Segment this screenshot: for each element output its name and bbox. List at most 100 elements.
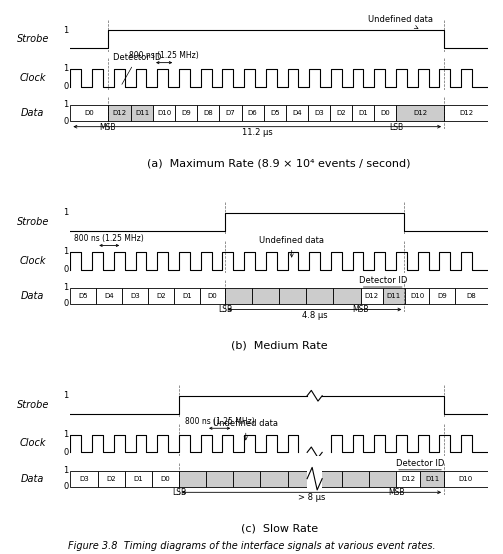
Text: 0: 0 bbox=[63, 116, 68, 126]
Text: Strobe: Strobe bbox=[17, 34, 49, 44]
Text: Data: Data bbox=[21, 474, 45, 484]
Text: D12: D12 bbox=[401, 476, 415, 481]
Bar bbox=[148, 288, 174, 304]
Bar bbox=[122, 288, 148, 304]
Bar bbox=[233, 471, 261, 487]
Bar bbox=[197, 105, 219, 121]
Bar bbox=[342, 471, 369, 487]
Bar bbox=[153, 105, 175, 121]
Bar bbox=[200, 288, 225, 304]
Text: LSB: LSB bbox=[389, 122, 403, 132]
Text: (a)  Maximum Rate (8.9 × 10⁴ events / second): (a) Maximum Rate (8.9 × 10⁴ events / sec… bbox=[147, 158, 411, 168]
Bar bbox=[315, 471, 342, 487]
Bar bbox=[225, 288, 252, 304]
Bar bbox=[306, 288, 333, 304]
Text: D12: D12 bbox=[413, 110, 428, 116]
Text: D3: D3 bbox=[314, 110, 324, 116]
Bar bbox=[241, 105, 264, 121]
Bar bbox=[444, 471, 488, 487]
Text: D2: D2 bbox=[106, 476, 116, 481]
Text: D4: D4 bbox=[105, 293, 114, 299]
Bar bbox=[252, 288, 279, 304]
Text: Clock: Clock bbox=[20, 438, 46, 448]
Text: 0: 0 bbox=[63, 299, 68, 309]
Bar bbox=[430, 288, 455, 304]
Text: D10: D10 bbox=[459, 476, 473, 481]
Bar bbox=[333, 288, 361, 304]
Text: (b)  Medium Rate: (b) Medium Rate bbox=[231, 341, 327, 351]
Text: D1: D1 bbox=[182, 293, 192, 299]
Text: D0: D0 bbox=[160, 476, 171, 481]
Text: D0: D0 bbox=[381, 110, 390, 116]
Text: LSB: LSB bbox=[172, 488, 186, 497]
Bar bbox=[70, 105, 108, 121]
Text: (c)  Slow Rate: (c) Slow Rate bbox=[240, 524, 318, 534]
Bar bbox=[288, 471, 315, 487]
Text: D2: D2 bbox=[337, 110, 346, 116]
Text: Undefined data: Undefined data bbox=[259, 236, 324, 257]
Text: D1: D1 bbox=[359, 110, 368, 116]
Text: 1: 1 bbox=[63, 391, 68, 400]
Bar bbox=[308, 105, 330, 121]
Text: D11: D11 bbox=[135, 110, 149, 116]
Text: 0: 0 bbox=[63, 82, 68, 91]
Text: Data: Data bbox=[21, 291, 45, 301]
Bar bbox=[352, 105, 374, 121]
Text: 800 ns (1.25 MHz): 800 ns (1.25 MHz) bbox=[74, 234, 144, 243]
Bar bbox=[131, 105, 153, 121]
Text: D9: D9 bbox=[437, 293, 447, 299]
Bar bbox=[396, 105, 444, 121]
Text: Strobe: Strobe bbox=[17, 217, 49, 227]
Text: Clock: Clock bbox=[20, 255, 46, 265]
Bar bbox=[261, 471, 288, 487]
Text: 800 ns (1.25 MHz): 800 ns (1.25 MHz) bbox=[185, 417, 255, 426]
Bar bbox=[70, 288, 96, 304]
Text: > 8 μs: > 8 μs bbox=[298, 494, 325, 502]
Bar bbox=[152, 471, 179, 487]
Bar bbox=[179, 471, 206, 487]
Text: 1: 1 bbox=[63, 25, 68, 34]
Text: 1: 1 bbox=[63, 283, 68, 293]
Text: 1: 1 bbox=[63, 430, 68, 439]
Text: 1: 1 bbox=[63, 466, 68, 475]
Bar bbox=[396, 471, 421, 487]
Text: Data: Data bbox=[21, 108, 45, 118]
Text: D0: D0 bbox=[208, 293, 217, 299]
Text: D11: D11 bbox=[425, 476, 439, 481]
Bar bbox=[405, 288, 430, 304]
Text: D7: D7 bbox=[226, 110, 235, 116]
Text: D2: D2 bbox=[156, 293, 166, 299]
Text: D10: D10 bbox=[157, 110, 172, 116]
Text: D3: D3 bbox=[130, 293, 140, 299]
Text: LSB: LSB bbox=[218, 305, 232, 315]
Text: D10: D10 bbox=[410, 293, 424, 299]
Text: 0: 0 bbox=[63, 482, 68, 491]
Text: D5: D5 bbox=[270, 110, 280, 116]
Bar bbox=[219, 105, 241, 121]
Text: 1: 1 bbox=[63, 64, 68, 73]
Text: D3: D3 bbox=[79, 476, 89, 481]
Text: D8: D8 bbox=[204, 110, 213, 116]
Text: D12: D12 bbox=[459, 110, 473, 116]
Bar bbox=[70, 471, 98, 487]
Bar bbox=[361, 288, 383, 304]
Text: 1: 1 bbox=[63, 100, 68, 110]
Text: Detector ID: Detector ID bbox=[396, 459, 444, 468]
Text: MSB: MSB bbox=[100, 122, 116, 132]
Text: D0: D0 bbox=[85, 110, 94, 116]
Bar bbox=[330, 105, 352, 121]
Bar bbox=[125, 471, 152, 487]
Text: 1: 1 bbox=[63, 247, 68, 256]
Bar bbox=[307, 469, 322, 488]
Text: 1: 1 bbox=[63, 208, 68, 217]
Text: D8: D8 bbox=[466, 293, 476, 299]
Text: Figure 3.8  Timing diagrams of the interface signals at various event rates.: Figure 3.8 Timing diagrams of the interf… bbox=[68, 541, 435, 551]
Bar bbox=[98, 471, 125, 487]
Bar bbox=[279, 288, 306, 304]
Bar bbox=[174, 288, 200, 304]
Bar bbox=[455, 288, 488, 304]
Bar bbox=[421, 471, 444, 487]
Text: D11: D11 bbox=[387, 293, 401, 299]
Text: 800 ns (1.25 MHz): 800 ns (1.25 MHz) bbox=[129, 52, 199, 60]
Text: Undefined data: Undefined data bbox=[368, 15, 433, 28]
